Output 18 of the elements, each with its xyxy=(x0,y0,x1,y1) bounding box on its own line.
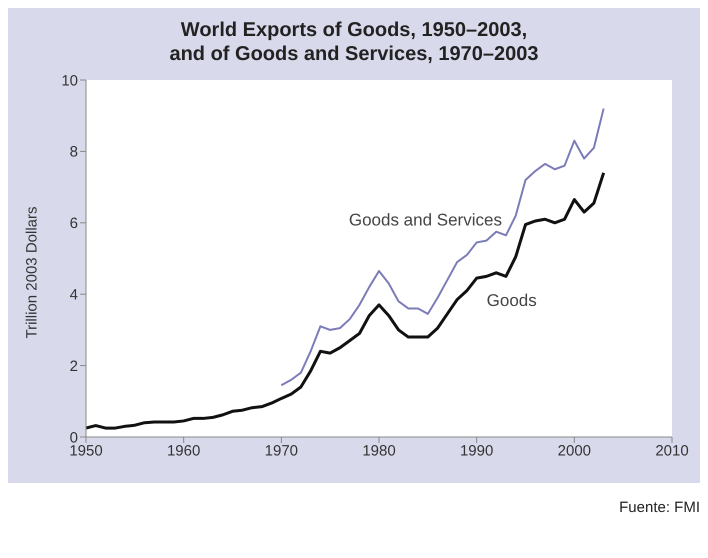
x-tick-label: 1980 xyxy=(362,442,396,460)
y-tick-label: 4 xyxy=(70,286,78,304)
y-tick-label: 2 xyxy=(70,358,78,375)
series-label: Goods xyxy=(486,291,537,310)
y-tick-label: 10 xyxy=(61,72,78,90)
line-series xyxy=(86,171,606,430)
source-note: Fuente: FMI xyxy=(618,499,700,516)
y-tick-label: 8 xyxy=(70,144,78,161)
x-tick-label: 1990 xyxy=(460,442,494,460)
x-tick-label: 2010 xyxy=(655,442,689,460)
chart-title: World Exports of Goods, 1950–2003, and of Goods and Services, 1970–2003 xyxy=(168,18,540,66)
x-tick-label: 2000 xyxy=(558,442,592,460)
series-label: Goods and Services xyxy=(348,210,502,230)
y-axis-title: Trillion 2003 Dollars xyxy=(23,206,40,338)
x-tick-label: 1960 xyxy=(166,442,200,460)
x-tick-label: 1970 xyxy=(264,442,298,460)
y-tick-label: 6 xyxy=(70,215,78,232)
line-series xyxy=(280,108,605,386)
